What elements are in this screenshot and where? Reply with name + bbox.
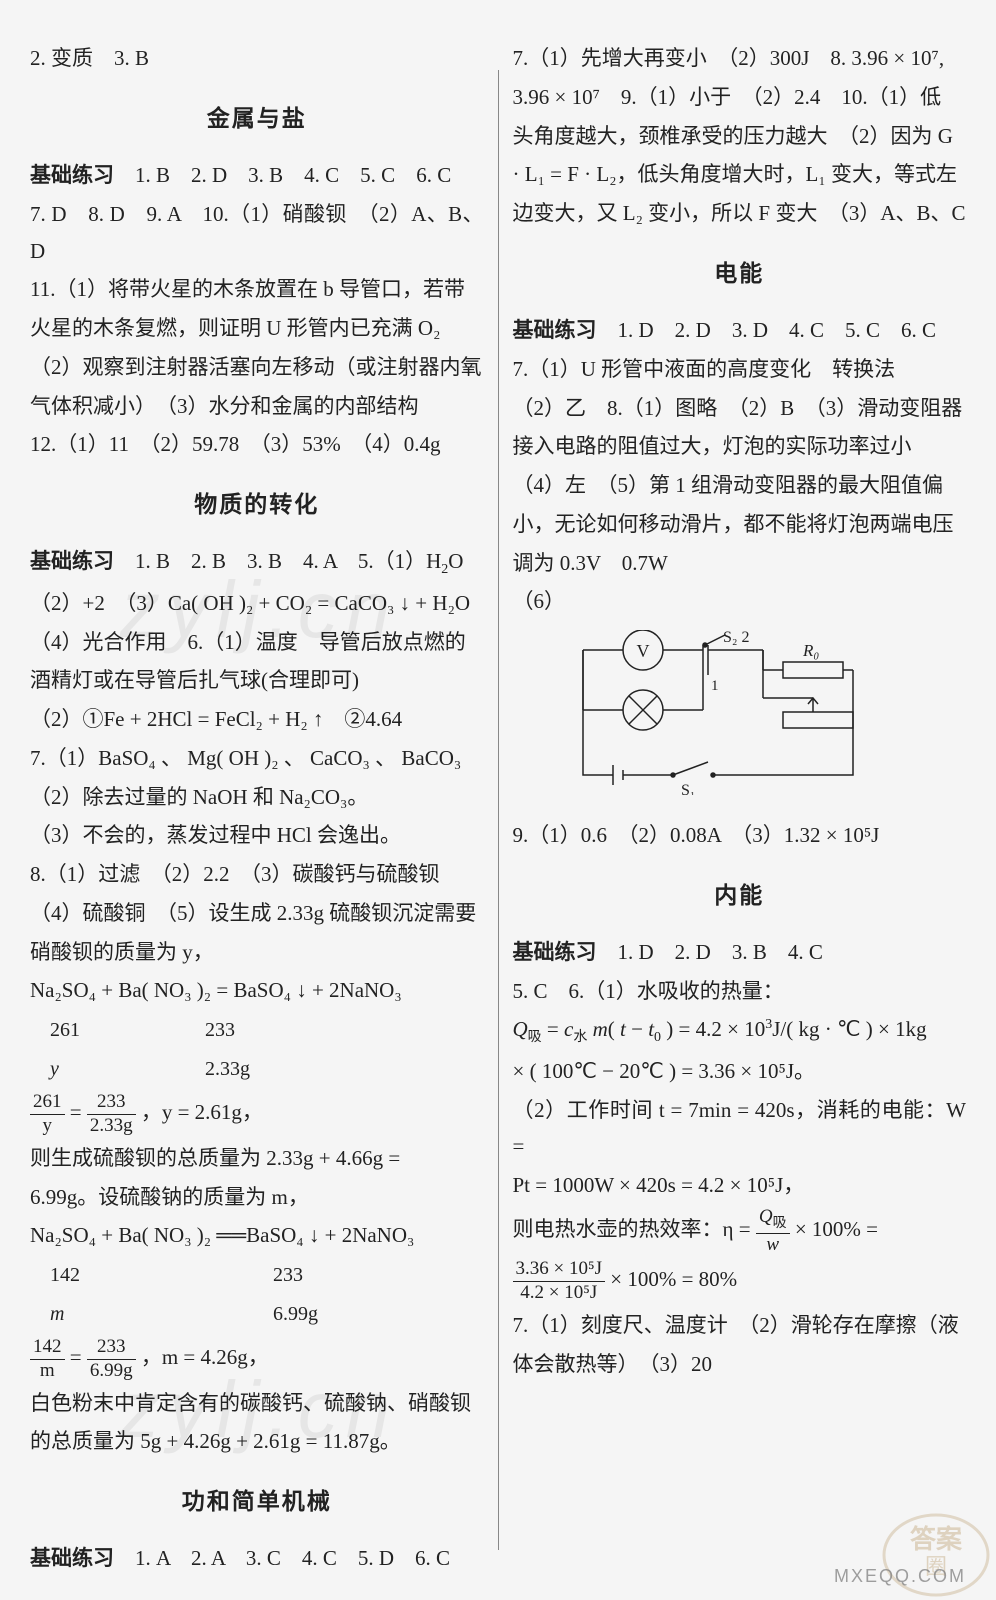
text-line: 基础练习 1. B 2. D 3. B 4. C 5. C 6. C	[30, 157, 484, 194]
label-bold: 基础练习	[30, 163, 114, 187]
equation-row: 142 233	[50, 1258, 484, 1293]
svg-text:答案: 答案	[910, 1524, 963, 1554]
text-line: 基础练习 1. A 2. A 3. C 4. C 5. D 6. C	[30, 1540, 484, 1577]
right-column: 7.（1）先增大再变小 （2）300J 8. 3.96 × 10⁷, 3.96 …	[513, 40, 967, 1560]
text-line: 体会散热等） （3）20	[513, 1346, 967, 1383]
text-line: （4）左 （5）第 1 组滑动变阻器的最大阻值偏	[513, 467, 967, 504]
section-title: 内能	[513, 876, 967, 916]
text-span: ，m = 4.26g，	[141, 1345, 269, 1369]
eq-val: 261	[50, 1013, 200, 1048]
text-line: （2）工作时间 t = 7min = 420s，消耗的电能：W =	[513, 1092, 967, 1166]
fraction: Q吸w	[756, 1206, 790, 1256]
text-line: 头角度越大，颈椎承受的压力越大 （2）因为 G	[513, 118, 967, 155]
label-bold: 基础练习	[30, 1546, 114, 1570]
eq-val: 142	[50, 1258, 268, 1293]
label-bold: 基础练习	[30, 549, 114, 573]
section-title: 金属与盐	[30, 99, 484, 139]
circuit-label-s1: S₁	[681, 782, 695, 795]
text-line: Pt = 1000W × 420s = 4.2 × 10⁵J，	[513, 1167, 967, 1204]
text-line: 边变大，又 L₂ 变小，所以 F 变大 （3）A、B、C	[513, 195, 967, 232]
text-line: 7.（1）BaSO₄ 、 Mg( OH )₂ 、 CaCO₃ 、 BaCO₃	[30, 740, 484, 777]
circuit-label-s2: S₂ 2	[723, 630, 749, 646]
text-line: （2）观察到注射器活塞向左移动（或注射器内氧	[30, 349, 484, 386]
text-line: 5. C 6.（1）水吸收的热量：	[513, 973, 967, 1010]
footer-url: MXEQQ.COM	[834, 1561, 966, 1593]
text-line: （4）光合作用 6.（1）温度 导管后放点燃的	[30, 624, 484, 661]
text-line: Q吸 = c水 m( t − t0 ) = 4.2 × 103J/( kg · …	[513, 1011, 967, 1051]
equation-row: m 6.99g	[50, 1297, 484, 1332]
text-line: 142m = 2336.99g ，m = 4.26g，	[30, 1336, 484, 1383]
text-line: （3）不会的，蒸发过程中 HCl 会逸出。	[30, 817, 484, 854]
text-line: （2）+2 （3）Ca( OH )₂ + CO₂ = CaCO₃ ↓ + H₂O	[30, 585, 484, 622]
text-line: 9.（1）0.6 （2）0.08A （3）1.32 × 10⁵J	[513, 817, 967, 854]
text-line: （6）	[513, 583, 967, 620]
text-line: 基础练习 1. D 2. D 3. B 4. C	[513, 934, 967, 971]
text-line: 硝酸钡的质量为 y，	[30, 934, 484, 971]
text-line: 261y = 2332.33g ，y = 2.61g，	[30, 1091, 484, 1138]
text-span: × 100% = 80%	[610, 1267, 737, 1291]
text-line: 火星的木条复燃，则证明 U 形管内已充满 O₂	[30, 310, 484, 347]
fraction: 3.36 × 10⁵J4.2 × 10⁵J	[513, 1258, 605, 1305]
text-line: （2）乙 8.（1）图略 （2）B （3）滑动变阻器	[513, 390, 967, 427]
text-span: ，y = 2.61g，	[141, 1100, 263, 1124]
text-line: 则生成硫酸钡的总质量为 2.33g + 4.66g =	[30, 1140, 484, 1177]
text-line: 调为 0.3V 0.7W	[513, 545, 967, 582]
eq-val: m	[50, 1297, 268, 1332]
section-title: 电能	[513, 254, 967, 294]
circuit-label-1: 1	[711, 678, 719, 694]
text-span: （6）	[513, 589, 566, 613]
equation-row: 261 233	[50, 1013, 484, 1048]
eq-val: y	[50, 1052, 200, 1087]
text-line: 7. D 8. D 9. A 10.（1）硝酸钡 （2）A、B、D	[30, 196, 484, 270]
eq-val: 6.99g	[273, 1297, 318, 1332]
text-line: 基础练习 1. B 2. B 3. B 4. A 5.（1）H2O	[30, 543, 484, 583]
text-line: 气体积减小） （3）水分和金属的内部结构	[30, 388, 484, 425]
text-line: （2）除去过量的 NaOH 和 Na₂CO₃。	[30, 779, 484, 816]
text-line: 3.36 × 10⁵J4.2 × 10⁵J × 100% = 80%	[513, 1258, 967, 1305]
eq-val: 233	[205, 1013, 235, 1048]
fraction: 2332.33g	[87, 1091, 136, 1138]
text-line: Na₂SO₄ + Ba( NO₃ )₂ = BaSO₄ ↓ + 2NaNO₃	[30, 972, 484, 1009]
text-line: 白色粉末中肯定含有的碳酸钙、硫酸钠、硝酸钡	[30, 1385, 484, 1422]
text-line: 7.（1）U 形管中液面的高度变化 转换法	[513, 351, 967, 388]
text-line: 8.（1）过滤 （2）2.2 （3）碳酸钙与硫酸钡	[30, 856, 484, 893]
text-line: 6.99g。设硫酸钠的质量为 m，	[30, 1179, 484, 1216]
eq-val: 2.33g	[205, 1052, 250, 1087]
circuit-svg: V	[553, 630, 883, 795]
svg-text:V: V	[636, 641, 649, 661]
text-line: 12.（1）11 （2）59.78 （3）53% （4）0.4g	[30, 426, 484, 463]
text-line: 基础练习 1. D 2. D 3. D 4. C 5. C 6. C	[513, 312, 967, 349]
equation-row: y 2.33g	[50, 1052, 484, 1087]
label-bold: 基础练习	[513, 318, 597, 342]
fraction: 261y	[30, 1091, 65, 1138]
text-line: 的总质量为 5g + 4.26g + 2.61g = 11.87g。	[30, 1423, 484, 1460]
text-line: 接入电路的阻值过大，灯泡的实际功率过小	[513, 428, 967, 465]
left-column: 2. 变质 3. B 金属与盐 基础练习 1. B 2. D 3. B 4. C…	[30, 40, 484, 1560]
circuit-diagram: V	[553, 630, 967, 807]
label-bold: 基础练习	[513, 940, 597, 964]
text-line: 2. 变质 3. B	[30, 40, 484, 77]
section-title: 物质的转化	[30, 485, 484, 525]
fraction: 142m	[30, 1336, 65, 1383]
text-span: 则电热水壶的热效率：η =	[513, 1217, 756, 1241]
text-line: 7.（1）先增大再变小 （2）300J 8. 3.96 × 10⁷,	[513, 40, 967, 77]
text-line: （4）硫酸铜 （5）设生成 2.33g 硫酸钡沉淀需要	[30, 895, 484, 932]
text-span: × 100% =	[795, 1217, 878, 1241]
text-line: × ( 100℃ − 20℃ ) = 3.36 × 10⁵J。	[513, 1053, 967, 1090]
text-line: 则电热水壶的热效率：η = Q吸w × 100% =	[513, 1206, 967, 1256]
eq-val: 233	[273, 1258, 303, 1293]
text-line: · L₁ = F · L₂，低头角度增大时，L₁ 变大，等式左	[513, 156, 967, 193]
text-line: 7.（1）刻度尺、温度计 （2）滑轮存在摩擦（液	[513, 1307, 967, 1344]
text-line: 3.96 × 10⁷ 9.（1）小于 （2）2.4 10.（1）低	[513, 79, 967, 116]
text-line: 11.（1）将带火星的木条放置在 b 导管口，若带	[30, 271, 484, 308]
fraction: 2336.99g	[87, 1336, 136, 1383]
text-line: Na₂SO₄ + Ba( NO₃ )₂ ══BaSO₄ ↓ + 2NaNO₃	[30, 1217, 484, 1254]
text-line: （2）①Fe + 2HCl = FeCl₂ + H₂ ↑ ②4.64	[30, 701, 484, 738]
section-title: 功和简单机械	[30, 1482, 484, 1522]
text-line: 小，无论如何移动滑片，都不能将灯泡两端电压	[513, 506, 967, 543]
column-divider	[498, 70, 499, 1550]
text-line: 酒精灯或在导管后扎气球(合理即可)	[30, 662, 484, 699]
circuit-label-r0: R₀	[802, 641, 819, 660]
